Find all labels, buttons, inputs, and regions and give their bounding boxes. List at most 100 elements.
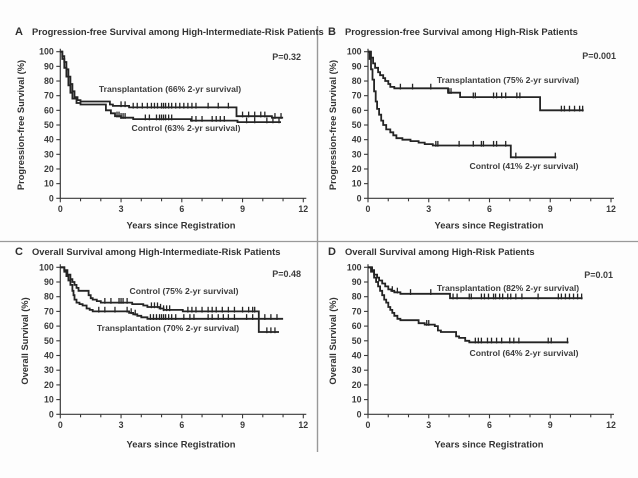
panel-d-control-label: Control (64% 2-yr survival) xyxy=(469,348,579,358)
panel-d-title: D Overall Survival among High-Risk Patie… xyxy=(328,246,535,258)
panel-d-y-axis-title: Overall Survival (%) xyxy=(328,297,338,385)
x-tick-label: 6 xyxy=(487,204,492,214)
x-tick-label: 9 xyxy=(548,420,553,430)
x-tick-label: 12 xyxy=(606,420,616,430)
panel-b-p-value: P=0.001 xyxy=(582,51,616,61)
x-tick-label: 12 xyxy=(606,204,616,214)
x-tick-label: 0 xyxy=(366,204,371,214)
x-tick-label: 6 xyxy=(179,204,184,214)
y-tick-label: 30 xyxy=(44,365,54,375)
y-tick-label: 10 xyxy=(44,179,54,189)
y-tick-label: 0 xyxy=(49,193,54,203)
x-tick-label: 0 xyxy=(58,204,63,214)
y-tick-label: 50 xyxy=(352,120,362,130)
y-tick-label: 60 xyxy=(44,105,54,115)
panel-c-y-axis-title: Overall Survival (%) xyxy=(20,297,30,385)
panel-a-letter: A xyxy=(15,26,23,38)
y-tick-label: 20 xyxy=(44,380,54,390)
y-tick-label: 0 xyxy=(357,193,362,203)
panel-c-letter: C xyxy=(15,246,23,258)
panel-a-y-axis-title: Progression-free Survival (%) xyxy=(16,59,26,191)
y-tick-label: 90 xyxy=(352,277,362,287)
panel-a-title-text: Progression-free Survival among High-Int… xyxy=(31,26,324,37)
panel-a-x-axis-title: Years since Registration xyxy=(126,219,236,231)
panel-c-title-text: Overall Survival among High-Intermediate… xyxy=(31,246,281,257)
y-tick-label: 50 xyxy=(44,120,54,130)
x-tick-label: 6 xyxy=(179,420,184,430)
y-tick-label: 70 xyxy=(352,91,362,101)
y-tick-label: 60 xyxy=(352,105,362,115)
panel-c-transplantation-label: Transplantation (70% 2-yr survival) xyxy=(96,323,240,333)
y-tick-label: 90 xyxy=(352,61,362,71)
panel-c-control-label: Control (75% 2-yr survival) xyxy=(129,286,239,296)
survival-curve-A-transplantation xyxy=(60,50,284,119)
panel-c-p-value: P=0.48 xyxy=(272,269,301,279)
y-tick-label: 10 xyxy=(352,179,362,189)
panel-d-letter: D xyxy=(328,246,336,258)
panel-d-p-value: P=0.01 xyxy=(584,270,613,280)
y-tick-label: 40 xyxy=(44,135,54,145)
y-tick-label: 0 xyxy=(49,409,54,419)
panel-c-x-axis-title: Years since Registration xyxy=(126,438,236,450)
y-tick-label: 100 xyxy=(347,262,362,272)
y-tick-label: 100 xyxy=(39,262,54,272)
y-tick-label: 50 xyxy=(352,336,362,346)
y-tick-label: 90 xyxy=(44,277,54,287)
survival-curve-A-control xyxy=(60,50,281,123)
y-tick-label: 10 xyxy=(44,395,54,405)
x-tick-label: 3 xyxy=(119,420,124,430)
survival-curve-B-transplantation xyxy=(368,50,584,112)
x-tick-label: 3 xyxy=(426,420,431,430)
x-tick-label: 12 xyxy=(298,204,308,214)
panel-d-title-text: Overall Survival among High-Risk Patient… xyxy=(344,246,535,257)
y-tick-label: 50 xyxy=(44,336,54,346)
x-tick-label: 0 xyxy=(366,420,371,430)
survival-curve-B-control xyxy=(368,50,557,159)
y-tick-label: 20 xyxy=(352,380,362,390)
y-tick-label: 70 xyxy=(44,91,54,101)
y-tick-label: 80 xyxy=(44,76,54,86)
x-tick-label: 12 xyxy=(298,420,308,430)
panel-a-title: A Progression-free Survival among High-I… xyxy=(15,26,324,38)
x-tick-label: 3 xyxy=(119,204,124,214)
y-tick-label: 80 xyxy=(352,292,362,302)
panel-a-control-label: Control (63% 2-yr survival) xyxy=(131,123,241,133)
y-tick-label: 40 xyxy=(44,351,54,361)
survival-curve-C-transplantation xyxy=(60,266,284,320)
panel-b-x-axis-title: Years since Registration xyxy=(434,219,544,231)
y-tick-label: 30 xyxy=(44,149,54,159)
panel-b-transplantation-label: Transplantation (75% 2-yr survival) xyxy=(436,75,580,85)
panel-b-control-label: Control (41% 2-yr survival) xyxy=(469,161,579,171)
x-tick-label: 9 xyxy=(240,204,245,214)
y-tick-label: 70 xyxy=(352,306,362,316)
y-tick-label: 40 xyxy=(352,351,362,361)
y-tick-label: 90 xyxy=(44,61,54,71)
y-tick-label: 20 xyxy=(44,164,54,174)
x-tick-label: 9 xyxy=(548,204,553,214)
y-tick-label: 30 xyxy=(352,365,362,375)
x-tick-label: 0 xyxy=(58,420,63,430)
x-tick-label: 9 xyxy=(240,420,245,430)
y-tick-label: 100 xyxy=(347,47,362,57)
panel-b-title-text: Progression-free Survival among High-Ris… xyxy=(344,26,578,37)
y-tick-label: 20 xyxy=(352,164,362,174)
panel-b-title: B Progression-free Survival among High-R… xyxy=(328,26,578,38)
panel-a-p-value: P=0.32 xyxy=(272,52,301,62)
y-tick-label: 0 xyxy=(357,409,362,419)
y-tick-label: 80 xyxy=(352,76,362,86)
y-tick-label: 80 xyxy=(44,292,54,302)
y-tick-label: 100 xyxy=(39,47,54,57)
panel-a-transplantation-label: Transplantation (66% 2-yr survival) xyxy=(98,84,242,94)
y-tick-label: 40 xyxy=(352,135,362,145)
panel-d-transplantation-label: Transplantation (82% 2-yr survival) xyxy=(436,283,580,293)
panel-b-y-axis-title: Progression-free Survival (%) xyxy=(328,59,338,191)
y-tick-label: 60 xyxy=(44,321,54,331)
panel-b-letter: B xyxy=(328,26,336,38)
panel-c-title: C Overall Survival among High-Intermedia… xyxy=(15,246,280,258)
y-tick-label: 70 xyxy=(44,306,54,316)
x-tick-label: 3 xyxy=(426,204,431,214)
y-tick-label: 30 xyxy=(352,149,362,159)
survival-curve-D-control xyxy=(368,266,569,344)
